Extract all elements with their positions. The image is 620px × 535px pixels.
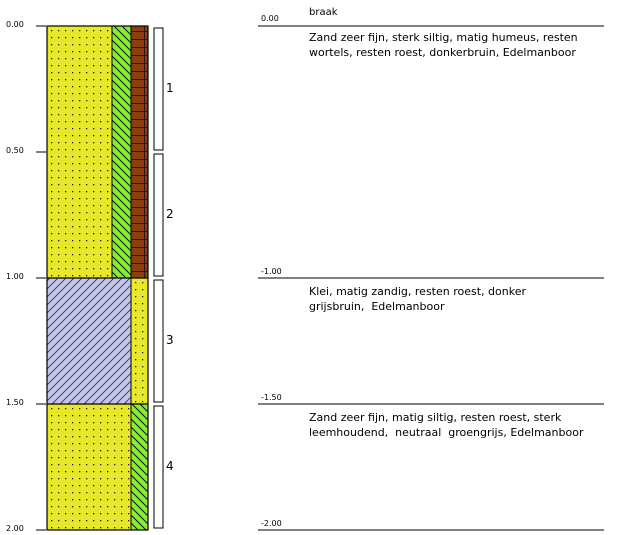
- sample-number: 4: [166, 459, 174, 473]
- sample-box-1: [153, 27, 164, 151]
- silt-strip: [131, 404, 148, 530]
- depth-label: 0.50: [6, 146, 24, 155]
- sample-box-3: [153, 279, 164, 403]
- depth-label: 2.00: [6, 524, 24, 533]
- depth-label: 1.00: [6, 272, 24, 281]
- soil-layer-2: [47, 278, 148, 404]
- sand-strip: [131, 278, 148, 404]
- sample-box-2: [153, 153, 164, 277]
- boundary-depth-label: -1.00: [261, 267, 282, 276]
- depth-label: 0.00: [6, 20, 24, 29]
- surface-level-label: 0.00: [261, 14, 279, 23]
- sample-number: 1: [166, 81, 174, 95]
- layer-description-2: Klei, matig zandig, resten roest, donker…: [309, 285, 526, 313]
- silt-strip: [112, 26, 131, 278]
- sample-number: 2: [166, 207, 174, 221]
- humus-strip: [131, 26, 148, 278]
- land-use-label: braak: [309, 7, 338, 18]
- sand-fill: [47, 404, 131, 530]
- layer-description-3: Zand zeer fijn, matig siltig, resten roe…: [309, 411, 584, 439]
- description-lines: [258, 25, 604, 531]
- soil-layer-3: [47, 404, 148, 530]
- soil-layer-1: [47, 26, 148, 278]
- sand-fill: [47, 26, 112, 278]
- depth-axis: [36, 25, 46, 531]
- boundary-depth-label: -2.00: [261, 519, 282, 528]
- layer-description-1: Zand zeer fijn, sterk siltig, matig hume…: [309, 31, 578, 59]
- sample-number: 3: [166, 333, 174, 347]
- clay-fill: [47, 278, 131, 404]
- sample-intervals: [153, 27, 164, 529]
- sample-box-4: [153, 405, 164, 529]
- boundary-depth-label: -1.50: [261, 393, 282, 402]
- depth-label: 1.50: [6, 398, 24, 407]
